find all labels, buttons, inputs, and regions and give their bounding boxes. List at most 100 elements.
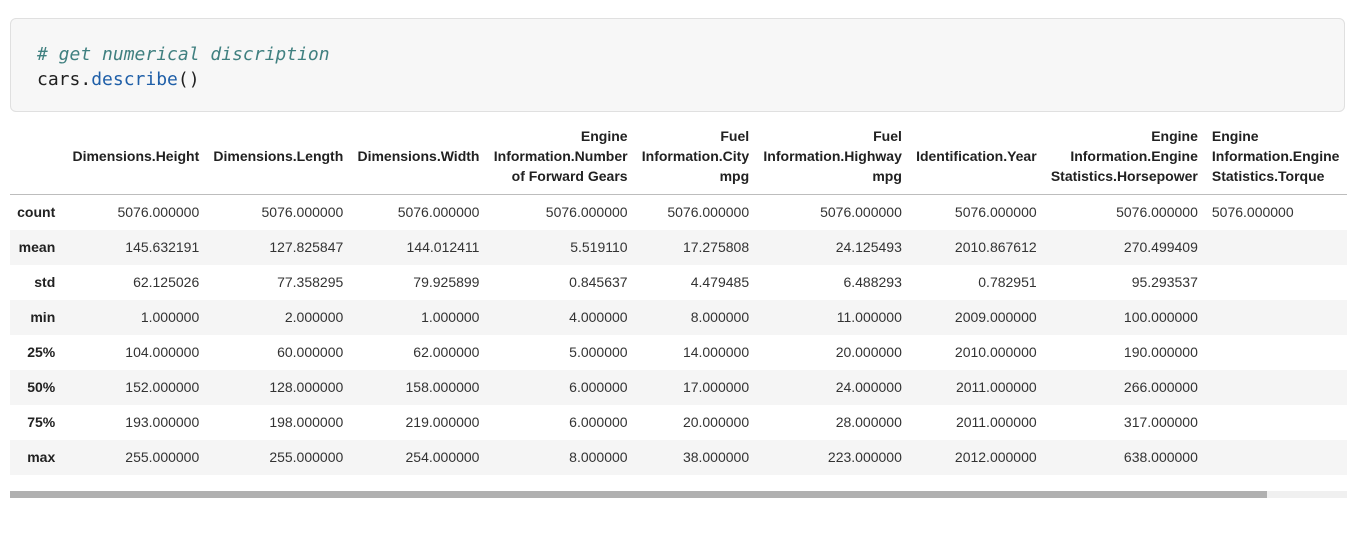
table-cell: 77.358295 — [277, 274, 344, 290]
table-cell: 2009.000000 — [954, 309, 1037, 325]
column-header: Dimensions.Width — [350, 118, 487, 195]
row-label: 75% — [27, 414, 56, 430]
table-cell: 20.000000 — [682, 414, 750, 430]
table-cell: 95.293537 — [1131, 274, 1198, 290]
table-cell: 2011.000000 — [955, 414, 1037, 430]
table-cell: 6.000000 — [569, 414, 628, 430]
table-cell: 6.000000 — [569, 379, 628, 395]
table-cell: 24.125493 — [835, 239, 902, 255]
table-cell: 2.000000 — [284, 309, 344, 325]
table-cell — [1205, 265, 1347, 300]
table-row: mean 145.632191 127.825847 144.012411 5.5191… — [10, 229, 1347, 265]
table-row: 75% 193.000000 198.000000 219.000000 6.00000… — [10, 405, 1347, 440]
table-cell: 5.519110 — [570, 239, 628, 255]
row-label: count — [17, 204, 56, 221]
table-cell: 0.845637 — [569, 274, 628, 290]
table-cell: 17.275808 — [682, 239, 750, 255]
horizontal-scrollbar[interactable] — [10, 491, 1347, 498]
table-cell: 8.000000 — [690, 309, 750, 325]
table-cell: 127.825847 — [269, 239, 344, 255]
table-cell: 28.000000 — [835, 414, 902, 430]
table-cell: 5076.000000 — [261, 204, 344, 221]
table-cell: 190.000000 — [1123, 344, 1198, 360]
table-cell: 5076.000000 — [820, 204, 902, 221]
column-header: Engine Information.Number of Forward Gea… — [486, 118, 635, 195]
column-header: Fuel Information.City mpg — [634, 118, 757, 195]
table-cell: 24.000000 — [835, 379, 902, 395]
table-cell: 223.000000 — [827, 449, 902, 465]
table-row: 25% 104.000000 60.000000 62.000000 5.000000 1… — [10, 335, 1347, 370]
table-cell: 5.000000 — [569, 344, 628, 360]
code-comment: # get numerical discription — [37, 44, 330, 65]
code-editor[interactable]: # get numerical discription cars.describ… — [37, 42, 330, 92]
table-cell: 0.782951 — [978, 274, 1037, 290]
column-header: Engine Information.Engine Statistics.Hor… — [1043, 118, 1205, 195]
table-cell: 79.925899 — [413, 274, 480, 290]
column-header: Dimensions.Length — [206, 118, 351, 195]
table-cell: 2010.000000 — [954, 344, 1037, 360]
table-cell: 270.499409 — [1123, 239, 1198, 255]
table-cell — [1205, 230, 1347, 265]
table-cell: 14.000000 — [682, 344, 750, 360]
table-cell — [1205, 335, 1347, 370]
table-cell: 145.632191 — [125, 239, 200, 255]
table-cell: 198.000000 — [269, 414, 344, 430]
table-cell: 62.125026 — [133, 274, 200, 290]
table-cell: 152.000000 — [125, 379, 200, 395]
table-cell: 4.479485 — [690, 274, 750, 290]
table-cell — [1205, 405, 1347, 440]
table-cell: 5076.000000 — [667, 204, 750, 221]
code-method: describe — [91, 69, 178, 90]
table-cell: 62.000000 — [413, 344, 480, 360]
table-cell: 638.000000 — [1123, 449, 1198, 465]
table-row: min 1.000000 2.000000 1.000000 4.000000 8.000… — [10, 299, 1347, 335]
table-cell — [1205, 370, 1347, 405]
table-cell: 2010.867612 — [954, 239, 1037, 255]
table-cell: 144.012411 — [406, 239, 480, 255]
column-header: Identification.Year — [908, 118, 1044, 195]
table-cell: 255.000000 — [125, 449, 200, 465]
code-cell[interactable]: # get numerical discription cars.describ… — [10, 18, 1345, 112]
table-cell: 5076.000000 — [954, 204, 1037, 221]
column-header: Dimensions.Height — [65, 118, 207, 195]
code-parens: () — [177, 69, 200, 90]
row-label: 50% — [27, 379, 56, 395]
row-label: 25% — [27, 344, 56, 360]
table-cell: 104.000000 — [125, 344, 200, 360]
table-cell: 11.000000 — [836, 309, 902, 325]
row-label: min — [30, 309, 56, 325]
table-cell: 4.000000 — [569, 309, 628, 325]
describe-table: Dimensions.Height Dimensions.Length Dime… — [10, 118, 1347, 475]
row-label: max — [27, 449, 56, 465]
index-header — [10, 118, 66, 195]
table-cell: 60.000000 — [277, 344, 344, 360]
table-cell: 255.000000 — [269, 449, 344, 465]
table-cell — [1205, 440, 1347, 475]
code-dot: . — [80, 69, 92, 90]
code-variable: cars — [37, 69, 81, 90]
table-cell: 6.488293 — [843, 274, 902, 290]
table-row: max 255.000000 255.000000 254.000000 8.00000… — [10, 439, 1347, 475]
table-row: count 5076.000000 5076.000000 5076.000000 50… — [10, 195, 1347, 230]
output-area: Dimensions.Height Dimensions.Length Dime… — [10, 118, 1347, 493]
table-cell: 2012.000000 — [954, 449, 1037, 465]
table-cell: 8.000000 — [569, 449, 628, 465]
table-cell: 100.000000 — [1123, 309, 1198, 325]
table-row: std 62.125026 77.358295 79.925899 0.845637 4.… — [10, 265, 1347, 300]
scrollbar-thumb[interactable] — [10, 491, 1267, 498]
table-cell: 266.000000 — [1123, 379, 1198, 395]
table-cell: 158.000000 — [405, 379, 480, 395]
table-cell: 1.000000 — [421, 309, 480, 325]
table-cell: 128.000000 — [269, 379, 344, 395]
row-label: std — [34, 274, 56, 290]
table-cell — [1205, 300, 1347, 335]
column-header: Engine Information.Engine Statistics.Tor… — [1204, 118, 1347, 195]
table-cell: 317.000000 — [1123, 414, 1198, 430]
table-cell: 5076.000000 — [1211, 204, 1294, 221]
table-cell: 5076.000000 — [1116, 204, 1198, 221]
table-row: 50% 152.000000 128.000000 158.000000 6.00000… — [10, 369, 1347, 405]
table-cell: 20.000000 — [835, 344, 902, 360]
column-header: Fuel Information.Highway mpg — [756, 118, 909, 195]
table-cell: 219.000000 — [405, 414, 480, 430]
table-cell: 38.000000 — [682, 449, 750, 465]
